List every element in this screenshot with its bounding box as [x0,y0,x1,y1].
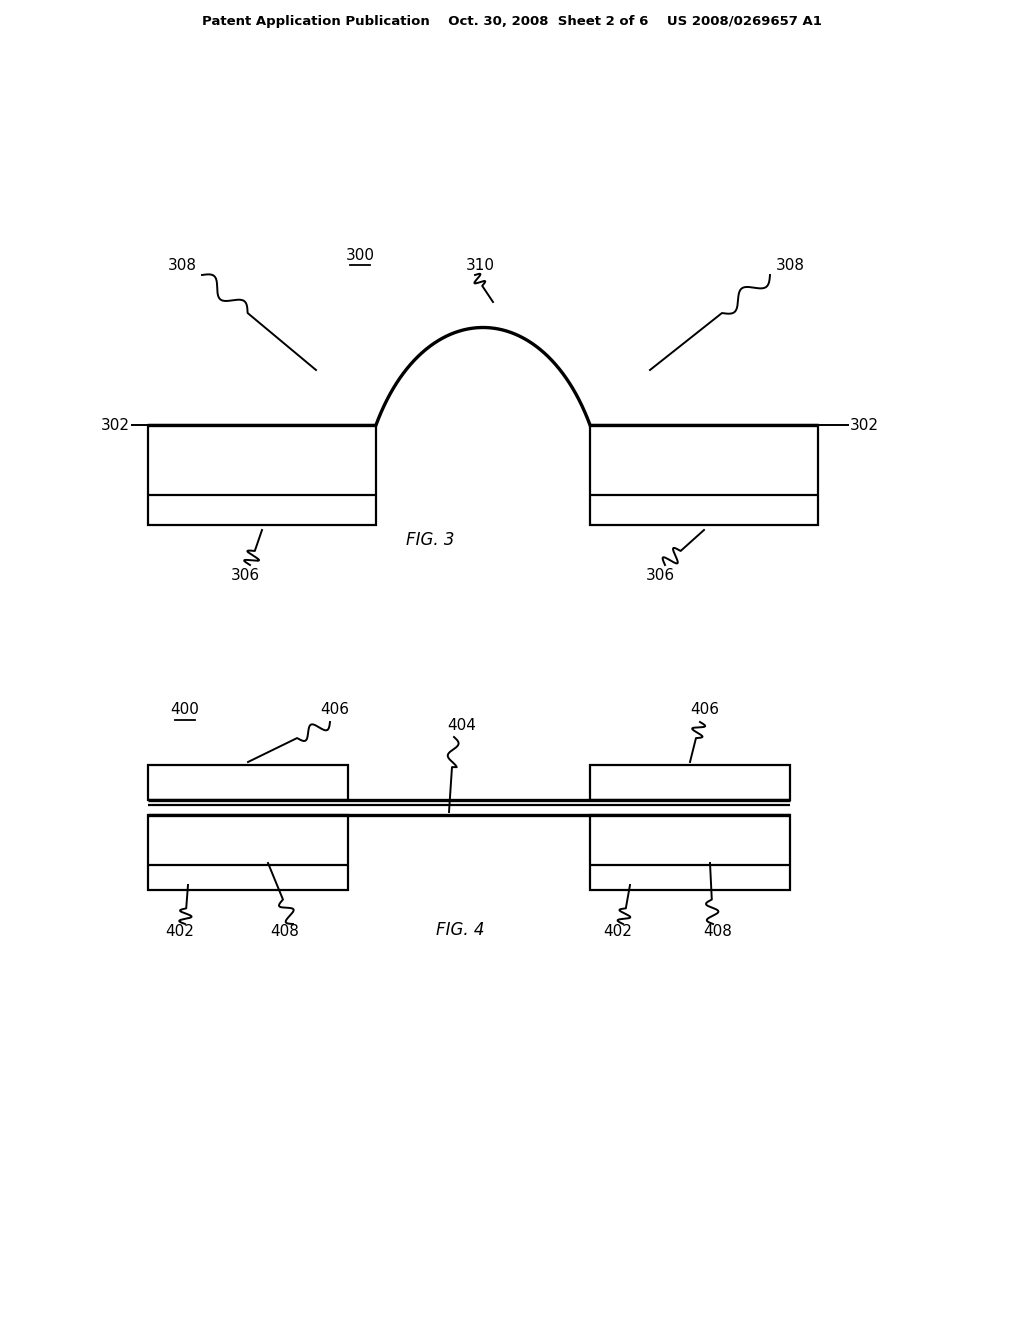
Text: FIG. 3: FIG. 3 [406,531,455,549]
Text: 400: 400 [171,702,200,718]
Bar [590,425,818,525]
Text: Patent Application Publication    Oct. 30, 2008  Sheet 2 of 6    US 2008/0269657: Patent Application Publication Oct. 30, … [202,15,822,28]
Bar [590,766,790,800]
Text: 300: 300 [345,248,375,263]
Bar [590,814,790,890]
Text: 308: 308 [168,257,197,272]
Text: 406: 406 [321,702,349,718]
Bar [148,814,348,890]
Text: 402: 402 [603,924,633,940]
Text: 408: 408 [703,924,732,940]
Bar [148,766,348,800]
Text: 404: 404 [447,718,476,733]
Text: 302: 302 [101,417,130,433]
Text: FIG. 4: FIG. 4 [436,921,484,939]
Text: 310: 310 [466,257,495,272]
Text: 306: 306 [230,568,259,582]
Text: 306: 306 [645,568,675,582]
Text: 302: 302 [850,417,879,433]
Bar [148,425,376,525]
Text: 408: 408 [270,924,299,940]
Text: 308: 308 [775,257,805,272]
Text: 402: 402 [166,924,195,940]
Text: 406: 406 [690,702,720,718]
